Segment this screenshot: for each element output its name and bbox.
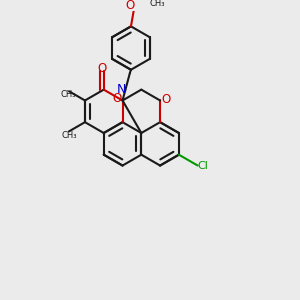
Text: O: O [98, 62, 107, 75]
Text: N: N [117, 83, 126, 96]
Text: O: O [162, 93, 171, 106]
Text: CH₃: CH₃ [60, 90, 76, 99]
Text: CH₃: CH₃ [61, 131, 77, 140]
Text: CH₃: CH₃ [150, 0, 166, 8]
Text: O: O [113, 92, 122, 105]
Text: Cl: Cl [197, 160, 208, 170]
Text: O: O [125, 0, 135, 12]
